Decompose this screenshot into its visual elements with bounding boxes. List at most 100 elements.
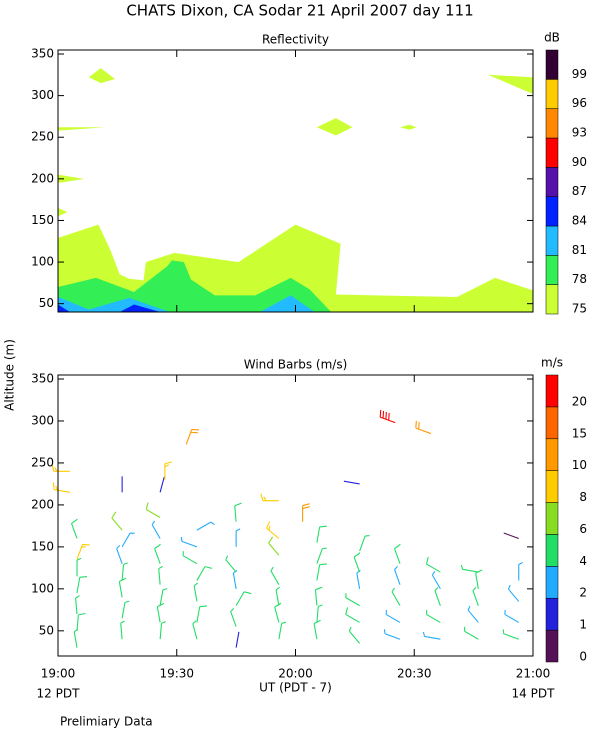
wind-barb (182, 551, 198, 565)
wind-barb (394, 565, 401, 585)
y-tick-label: 100 (31, 581, 54, 595)
wind-barb (472, 586, 479, 606)
x-end-label: 14 PDT (512, 687, 556, 701)
colorbar-tick-label: 4 (579, 554, 587, 568)
y-tick-label: 50 (39, 296, 54, 310)
y-tick-label: 350 (31, 372, 54, 386)
wind-barb (121, 562, 128, 581)
wind-barb (158, 565, 163, 585)
wind-barb (316, 563, 327, 581)
colorbar-swatch (545, 629, 559, 663)
wind-barb (345, 607, 360, 623)
colorbar-tick-label: 20 (572, 394, 587, 408)
wind-barb (51, 464, 70, 472)
colorbar-tick-label: 84 (572, 214, 587, 228)
wind-barb (76, 612, 86, 631)
colorbar-swatch (545, 108, 559, 139)
wind-barb (385, 609, 401, 623)
wind-barb (313, 619, 321, 640)
colorbar-swatch (545, 534, 559, 567)
wind-barb (431, 570, 441, 590)
wind-barb (359, 534, 370, 552)
wind-barb (232, 569, 238, 589)
wind-barb (235, 528, 241, 547)
colorbar-tick-label: 90 (572, 155, 587, 169)
colorbar-tick-label: 87 (572, 184, 587, 198)
page-title: CHATS Dixon, CA Sodar 21 April 2007 day … (126, 2, 473, 20)
wind-barb (73, 628, 79, 648)
wind-barb (164, 461, 173, 480)
colorbar-label: dB (544, 31, 560, 45)
colorbar-swatch (545, 597, 559, 631)
contour-region (58, 304, 70, 312)
wind-barb (76, 543, 90, 560)
wind-barb (463, 626, 479, 640)
wind-barb (502, 629, 519, 640)
contour-region (58, 174, 85, 183)
wind-barb (225, 555, 237, 573)
colorbar-swatch (545, 196, 559, 227)
contour-region (119, 304, 161, 312)
colorbar-tick-label: 2 (579, 586, 587, 600)
note: Prelimiary Data (60, 715, 153, 729)
colorbar-swatch (545, 49, 559, 80)
y-tick-label: 300 (31, 88, 54, 102)
wind-barb (460, 564, 479, 573)
wind-barb (192, 620, 198, 640)
wind-barb (145, 502, 161, 518)
colorbar-swatch (545, 225, 559, 256)
wind-barb (235, 631, 240, 648)
wind-barb (260, 493, 279, 502)
wind-barb (71, 518, 78, 539)
wind-barb (268, 536, 280, 556)
wind-barb (121, 532, 135, 548)
colorbar-swatch (545, 406, 559, 440)
wind-barb (159, 621, 166, 640)
wind-barb (180, 536, 198, 548)
colorbar-tick-label: 10 (572, 458, 587, 472)
contour-region (58, 127, 106, 131)
colorbar-tick-label: 15 (572, 426, 587, 440)
colorbar-tick-label: 99 (572, 67, 587, 81)
wind-barb (121, 600, 130, 619)
colorbar-tick-label: 1 (579, 618, 587, 632)
wind-barb (274, 602, 282, 623)
colorbar-tick-label: 81 (572, 243, 587, 257)
y-tick-label: 150 (31, 539, 54, 553)
wind-barb (196, 521, 215, 531)
contour-region (259, 295, 315, 312)
wind-barb (52, 482, 70, 493)
colorbar-tick-label: 75 (572, 302, 587, 316)
colorbar-tick-label: 93 (572, 126, 587, 140)
y-tick-label: 150 (31, 213, 54, 227)
wind-barb (159, 476, 165, 493)
y-tick-label: 250 (31, 130, 54, 144)
wind-barb (266, 521, 280, 539)
wind-barb (353, 552, 361, 573)
wind-barb (185, 428, 200, 445)
colorbar-swatch (545, 137, 559, 168)
colorbar-swatch (545, 255, 559, 285)
wind-barb (504, 609, 520, 623)
colorbar-swatch (545, 374, 559, 408)
wind-barb (278, 621, 287, 640)
wind-barb (116, 545, 123, 564)
colorbar-tick-label: 6 (579, 522, 587, 536)
y-tick-label: 200 (31, 497, 54, 511)
wind-barb (343, 480, 360, 485)
colorbar-tick-label: 8 (579, 490, 587, 504)
wind-barb (118, 577, 127, 598)
wind-barb (196, 605, 208, 623)
wind-barb (111, 511, 123, 531)
contour-region (58, 207, 68, 217)
wind-barb (345, 593, 360, 607)
contour-region (88, 68, 115, 84)
x-end-label: 12 PDT (37, 687, 81, 701)
wind-barb (503, 532, 519, 540)
wind-barb (348, 626, 361, 644)
wind-barb (76, 557, 82, 577)
x-tick-label: 20:00 (278, 667, 313, 681)
wind-barb (234, 502, 242, 522)
colorbar-label: m/s (541, 356, 563, 370)
